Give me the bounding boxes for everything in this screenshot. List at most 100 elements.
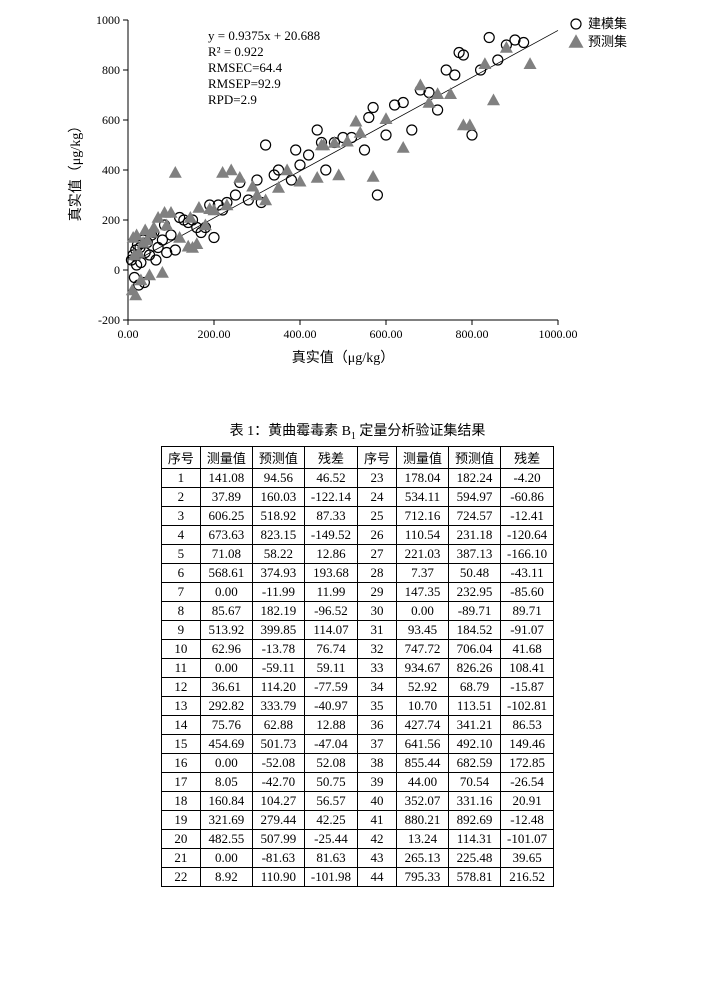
cell: -91.07 <box>501 620 554 639</box>
cell: 673.63 <box>200 525 252 544</box>
cell: -101.07 <box>501 829 554 848</box>
cell: -77.59 <box>304 677 357 696</box>
cell: 172.85 <box>501 753 554 772</box>
svg-text:0.00: 0.00 <box>117 327 138 341</box>
cell: 41 <box>358 810 397 829</box>
cell: -149.52 <box>304 525 357 544</box>
table-row: 3606.25518.9287.3325712.16724.57-12.41 <box>161 506 553 525</box>
cell: -4.20 <box>501 468 554 487</box>
cell: 934.67 <box>397 658 449 677</box>
cell: -40.97 <box>304 696 357 715</box>
cell: 12.88 <box>304 715 357 734</box>
table-row: 13292.82333.79-40.973510.70113.51-102.81 <box>161 696 553 715</box>
svg-text:1000.00: 1000.00 <box>538 327 577 341</box>
table-body: 1141.0894.5646.5223178.04182.24-4.20237.… <box>161 468 553 886</box>
cell: 35 <box>358 696 397 715</box>
cell: 17 <box>161 772 200 791</box>
col-header: 序号 <box>358 446 397 468</box>
cell: 279.44 <box>252 810 304 829</box>
table-row: 885.67182.19-96.52300.00-89.7189.71 <box>161 601 553 620</box>
cell: 87.33 <box>304 506 357 525</box>
cell: -81.63 <box>252 848 304 867</box>
cell: -102.81 <box>501 696 554 715</box>
cell: 58.22 <box>252 544 304 563</box>
cell: 104.27 <box>252 791 304 810</box>
table-row: 1062.96-13.7876.7432747.72706.0441.68 <box>161 639 553 658</box>
cell: 37.89 <box>200 487 252 506</box>
cell: 62.96 <box>200 639 252 658</box>
cell: 855.44 <box>397 753 449 772</box>
cell: -13.78 <box>252 639 304 658</box>
cell: 15 <box>161 734 200 753</box>
cell: -43.11 <box>501 563 554 582</box>
cell: 20 <box>161 829 200 848</box>
cell: 13 <box>161 696 200 715</box>
cell: 594.97 <box>449 487 501 506</box>
cell: 880.21 <box>397 810 449 829</box>
svg-text:-200: -200 <box>98 313 120 327</box>
cell: 8.92 <box>200 867 252 886</box>
col-header: 预测值 <box>252 446 304 468</box>
table-row: 1141.0894.5646.5223178.04182.24-4.20 <box>161 468 553 487</box>
cell: 108.41 <box>501 658 554 677</box>
cell: 36.61 <box>200 677 252 696</box>
scatter-chart: -200020040060080010000.00200.00400.00600… <box>58 10 658 390</box>
cell: 178.04 <box>397 468 449 487</box>
cell: 0.00 <box>200 848 252 867</box>
cell: 706.04 <box>449 639 501 658</box>
table-row: 1236.61114.20-77.593452.9268.79-15.87 <box>161 677 553 696</box>
cell: 232.95 <box>449 582 501 601</box>
cell: 113.51 <box>449 696 501 715</box>
cell: 71.08 <box>200 544 252 563</box>
cell: 333.79 <box>252 696 304 715</box>
cell: 56.57 <box>304 791 357 810</box>
cell: -59.11 <box>252 658 304 677</box>
cell: 59.11 <box>304 658 357 677</box>
cell: 42 <box>358 829 397 848</box>
cell: -15.87 <box>501 677 554 696</box>
cell: 29 <box>358 582 397 601</box>
cell: 0.00 <box>397 601 449 620</box>
svg-text:建模集: 建模集 <box>588 16 627 31</box>
cell: 44 <box>358 867 397 886</box>
cell: -101.98 <box>304 867 357 886</box>
cell: 193.68 <box>304 563 357 582</box>
cell: 160.03 <box>252 487 304 506</box>
cell: 22 <box>161 867 200 886</box>
cell: 6 <box>161 563 200 582</box>
svg-text:RPD=2.9: RPD=2.9 <box>208 92 257 107</box>
svg-text:y = 0.9375x + 20.688: y = 0.9375x + 20.688 <box>208 28 320 43</box>
table-row: 1475.7662.8812.8836427.74341.2186.53 <box>161 715 553 734</box>
table-row: 210.00-81.6381.6343265.13225.4839.65 <box>161 848 553 867</box>
svg-text:预测集: 预测集 <box>588 34 627 49</box>
cell: 712.16 <box>397 506 449 525</box>
col-header: 序号 <box>161 446 200 468</box>
cell: 10.70 <box>397 696 449 715</box>
cell: -12.41 <box>501 506 554 525</box>
cell: 94.56 <box>252 468 304 487</box>
svg-text:400: 400 <box>102 163 120 177</box>
cell: 21 <box>161 848 200 867</box>
cell: 12.86 <box>304 544 357 563</box>
table-row: 228.92110.90-101.9844795.33578.81216.52 <box>161 867 553 886</box>
cell: 0.00 <box>200 753 252 772</box>
cell: 427.74 <box>397 715 449 734</box>
cell: -25.44 <box>304 829 357 848</box>
cell: 182.19 <box>252 601 304 620</box>
cell: -120.64 <box>501 525 554 544</box>
cell: -42.70 <box>252 772 304 791</box>
cell: 3 <box>161 506 200 525</box>
cell: -11.99 <box>252 582 304 601</box>
cell: 31 <box>358 620 397 639</box>
table-row: 237.89160.03-122.1424534.11594.97-60.86 <box>161 487 553 506</box>
cell: 14 <box>161 715 200 734</box>
cell: 38 <box>358 753 397 772</box>
cell: 26 <box>358 525 397 544</box>
cell: -60.86 <box>501 487 554 506</box>
cell: 374.93 <box>252 563 304 582</box>
cell: 341.21 <box>449 715 501 734</box>
cell: 18 <box>161 791 200 810</box>
svg-text:800: 800 <box>102 63 120 77</box>
cell: 8 <box>161 601 200 620</box>
cell: 7.37 <box>397 563 449 582</box>
